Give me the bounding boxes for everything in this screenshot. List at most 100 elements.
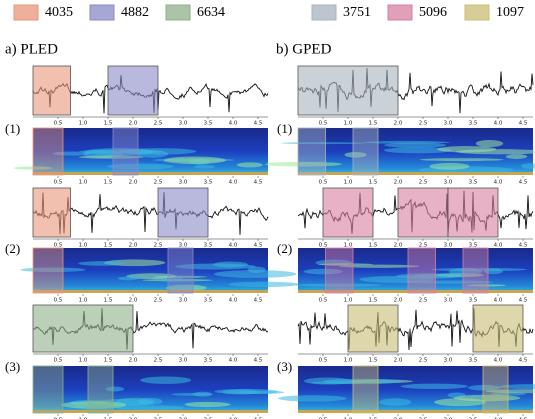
spectral-blob <box>295 283 381 287</box>
spectral-blob <box>505 154 528 160</box>
tick-label: 4.5 <box>254 243 263 249</box>
tick-label: 3.5 <box>204 298 213 304</box>
tick-label: 1.5 <box>369 180 378 186</box>
tick-label: 3.0 <box>444 121 453 127</box>
tick-label: 1.0 <box>344 298 353 304</box>
highlight-box <box>472 304 524 353</box>
tick-label: 3.5 <box>204 418 213 419</box>
legend-label: 1097 <box>496 5 524 20</box>
tick-label: 3.0 <box>444 298 453 304</box>
waveform <box>32 192 269 235</box>
spectral-blob <box>78 155 144 159</box>
highlight-box <box>325 247 354 294</box>
spectral-floor <box>33 290 268 293</box>
highlight-box <box>107 65 159 116</box>
tick-label: 4.0 <box>494 418 503 419</box>
spectral-blob <box>339 264 420 268</box>
spectral-blob <box>78 261 124 266</box>
tick-label: 3.0 <box>179 298 188 304</box>
tick-label: 2.5 <box>419 418 428 419</box>
tick-label: 4.0 <box>494 358 503 364</box>
tick-label: 0.5 <box>54 180 63 186</box>
tick-label: 2.0 <box>129 298 138 304</box>
tick-label: 1.0 <box>79 180 88 186</box>
tick-label: 3.5 <box>204 121 213 127</box>
tick-label: 4.5 <box>254 358 263 364</box>
tick-label: 4.5 <box>519 418 528 419</box>
tick-label: 2.0 <box>394 180 403 186</box>
spectral-floor <box>33 410 268 413</box>
tick-label: 1.5 <box>104 243 113 249</box>
highlight-box <box>407 247 436 294</box>
legend-swatch <box>165 4 191 21</box>
row-label: (3) <box>5 359 20 374</box>
tick-label: 2.0 <box>129 180 138 186</box>
spectral-blob <box>453 394 521 402</box>
spectral-floor <box>298 290 533 293</box>
tick-label: 1.0 <box>344 243 353 249</box>
spectral-blob <box>84 148 154 156</box>
highlight-box <box>397 187 449 238</box>
highlight-box <box>462 247 489 294</box>
highlight-box <box>297 127 326 176</box>
tick-label: 2.5 <box>419 243 428 249</box>
tick-label: 2.5 <box>154 121 163 127</box>
spectral-blob <box>359 275 435 283</box>
tick-label: 3.0 <box>444 418 453 419</box>
tick-label: 0.5 <box>54 298 63 304</box>
tick-label: 1.5 <box>369 121 378 127</box>
highlight-box <box>347 304 399 353</box>
tick-label: 4.5 <box>519 121 528 127</box>
tick-label: 2.0 <box>394 358 403 364</box>
tick-label: 3.0 <box>179 243 188 249</box>
tick-label: 3.5 <box>204 180 213 186</box>
spectral-blob <box>468 384 501 391</box>
tick-label: 1.5 <box>369 243 378 249</box>
spectral-blob <box>20 267 86 273</box>
tick-label: 4.5 <box>519 298 528 304</box>
spectral-blob <box>317 263 374 266</box>
tick-label: 2.5 <box>419 298 428 304</box>
spectral-blob <box>115 397 155 406</box>
tick-label: 1.5 <box>104 298 113 304</box>
spectral-blob <box>437 146 497 153</box>
legend-swatch <box>311 4 337 21</box>
tick-label: 1.0 <box>79 121 88 127</box>
tick-label: 0.5 <box>54 243 63 249</box>
tick-label: 3.0 <box>444 180 453 186</box>
legend-label: 4035 <box>45 5 73 20</box>
tick-label: 0.5 <box>319 418 328 419</box>
tick-label: 2.5 <box>419 180 428 186</box>
spectral-blob <box>490 392 527 396</box>
tick-label: 2.5 <box>154 180 163 186</box>
tick-label: 2.0 <box>394 243 403 249</box>
row-label: (2) <box>277 241 292 256</box>
tick-label: 2.5 <box>154 418 163 419</box>
highlight-box <box>352 127 379 176</box>
spectral-blob <box>521 163 535 169</box>
highlight-box <box>32 127 64 176</box>
spectral-blob <box>278 395 347 402</box>
highlight-box <box>157 187 209 238</box>
spectral-blob <box>485 389 535 394</box>
tick-label: 3.5 <box>469 418 478 419</box>
highlight-box <box>32 187 71 238</box>
spectral-floor <box>33 172 268 175</box>
highlight-box <box>167 247 194 294</box>
spectral-blob <box>400 383 468 390</box>
tick-label: 1.0 <box>79 358 88 364</box>
tick-label: 4.5 <box>519 180 528 186</box>
tick-label: 3.0 <box>444 243 453 249</box>
tick-label: 1.5 <box>104 121 113 127</box>
spectral-blob <box>213 270 297 278</box>
tick-label: 4.0 <box>229 358 238 364</box>
highlight-box <box>322 187 374 238</box>
tick-label: 1.0 <box>344 180 353 186</box>
highlight-box <box>32 247 64 294</box>
tick-label: 4.0 <box>229 121 238 127</box>
spectral-blob <box>419 158 504 162</box>
spectral-blob <box>212 261 249 268</box>
tick-label: 1.0 <box>344 358 353 364</box>
